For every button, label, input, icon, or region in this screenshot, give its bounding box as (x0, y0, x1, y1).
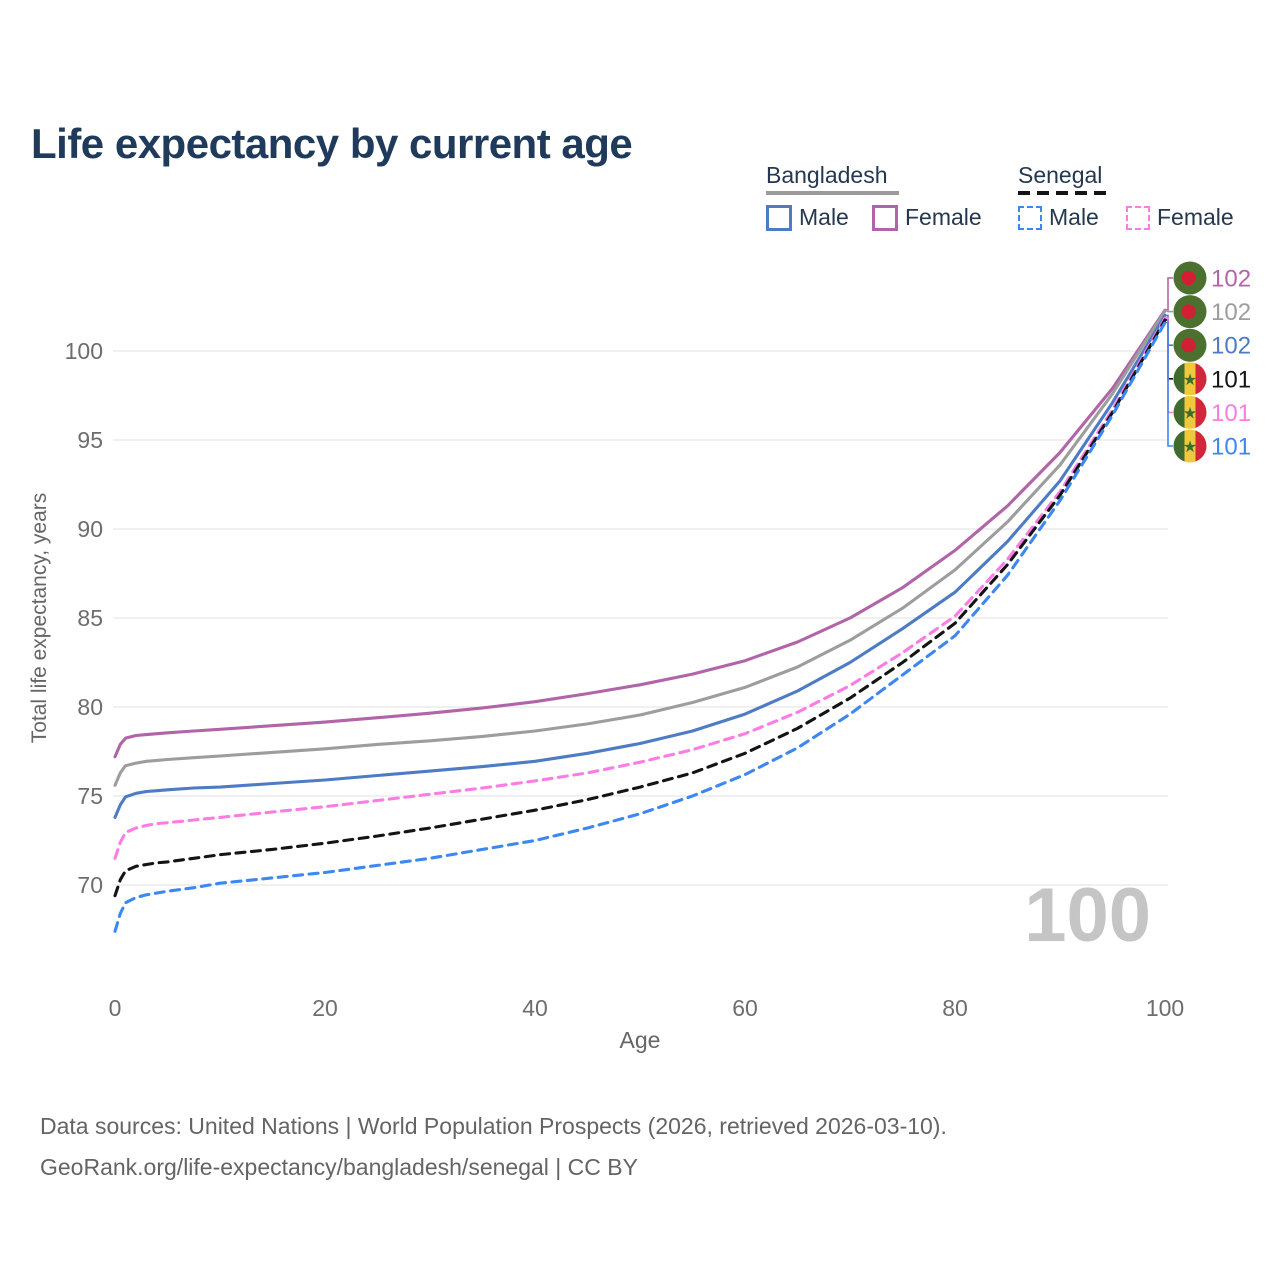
footer-data-sources: Data sources: United Nations | World Pop… (40, 1113, 947, 1139)
series-line-sn_both[interactable] (113, 318, 1167, 898)
page-title: Life expectancy by current age (31, 120, 633, 168)
y-tick-75: 75 (77, 783, 103, 809)
legend-item-senegal-female[interactable]: Female (1126, 204, 1234, 231)
legend-label: Female (1157, 204, 1234, 230)
end-label-connector-bd_both (1165, 310, 1173, 313)
legend-group-senegal: Senegal (1018, 162, 1103, 188)
hover-age-indicator: 100 (1024, 873, 1151, 958)
footer: Data sources: United Nations | World Pop… (40, 1106, 947, 1188)
senegal-female-swatch (1126, 205, 1150, 230)
legend-label: Female (905, 204, 982, 230)
svg-text:★: ★ (1183, 439, 1197, 456)
legend-label: Male (799, 204, 849, 230)
series-line-sn_male[interactable] (113, 320, 1167, 933)
y-tick-100: 100 (65, 338, 103, 364)
legend-item-bangladesh-female[interactable]: Female (872, 204, 982, 231)
flag-icon-senegal: ★ (1173, 395, 1207, 429)
legend-label: Male (1049, 204, 1099, 230)
end-label-value-bd_both: 102 (1211, 299, 1251, 326)
flag-icon-senegal: ★ (1173, 429, 1207, 463)
x-tick-20: 20 (312, 995, 338, 1021)
end-label-connector-sn_male (1165, 321, 1173, 447)
legend-item-senegal-male[interactable]: Male (1018, 204, 1099, 231)
senegal-line-style-sample (1018, 191, 1109, 195)
flag-icon-senegal: ★ (1173, 362, 1207, 396)
end-label-value-bd_female: 102 (1211, 266, 1251, 293)
y-tick-85: 85 (77, 605, 103, 631)
y-tick-70: 70 (77, 872, 103, 898)
y-tick-95: 95 (77, 427, 103, 453)
x-axis-title: Age (620, 1027, 661, 1053)
y-tick-90: 90 (77, 516, 103, 542)
svg-text:★: ★ (1183, 405, 1197, 422)
series-line-bd_female[interactable] (113, 308, 1167, 759)
end-label-connector-sn_both (1165, 319, 1173, 380)
x-tick-40: 40 (522, 995, 548, 1021)
end-label-value-bd_male: 102 (1211, 333, 1251, 360)
bangladesh-line-style-sample (766, 191, 899, 195)
series-line-bd_both[interactable] (113, 309, 1167, 787)
end-label-connector-bd_female (1165, 277, 1173, 311)
end-label-value-sn_both: 101 (1211, 366, 1251, 393)
y-axis-title: Total life expectancy, years (28, 493, 51, 744)
senegal-male-swatch (1018, 205, 1042, 230)
bangladesh-female-swatch (872, 204, 898, 231)
bangladesh-male-swatch (766, 204, 792, 231)
flag-icon-bangladesh (1173, 328, 1207, 362)
x-tick-0: 0 (109, 995, 122, 1021)
x-tick-80: 80 (942, 995, 968, 1021)
end-label-value-sn_female: 101 (1211, 400, 1251, 427)
y-tick-80: 80 (77, 694, 103, 720)
end-label-value-sn_male: 101 (1211, 434, 1251, 461)
flag-icon-bangladesh (1173, 295, 1207, 329)
end-label-connector-sn_female (1165, 317, 1173, 414)
flag-icon-bangladesh (1173, 261, 1207, 295)
x-tick-60: 60 (732, 995, 758, 1021)
series-line-bd_male[interactable] (113, 313, 1167, 819)
series-line-sn_female[interactable] (113, 316, 1167, 860)
x-tick-100: 100 (1146, 995, 1184, 1021)
legend-group-bangladesh: Bangladesh (766, 162, 888, 188)
legend-item-bangladesh-male[interactable]: Male (766, 204, 849, 231)
footer-attribution: GeoRank.org/life-expectancy/bangladesh/s… (40, 1154, 638, 1180)
svg-text:★: ★ (1183, 372, 1197, 389)
